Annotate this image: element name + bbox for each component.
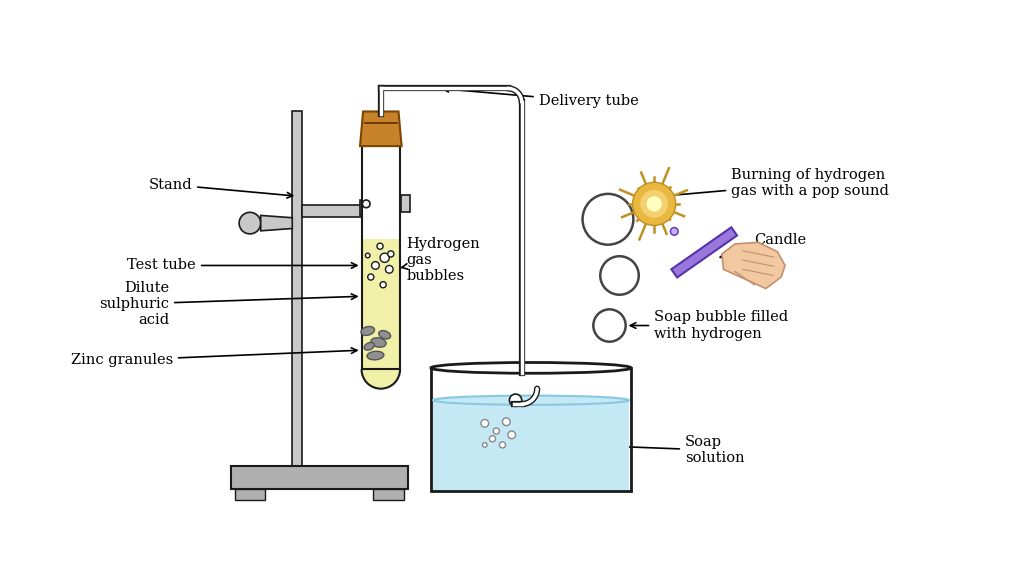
- Circle shape: [368, 274, 374, 280]
- Ellipse shape: [360, 327, 375, 335]
- Polygon shape: [261, 215, 292, 231]
- Circle shape: [508, 431, 515, 439]
- Bar: [672, 228, 737, 278]
- Circle shape: [388, 251, 394, 257]
- Text: Test tube: Test tube: [127, 259, 357, 272]
- Bar: [230, 465, 408, 489]
- Text: Candle: Candle: [720, 233, 806, 259]
- Ellipse shape: [371, 338, 386, 347]
- Polygon shape: [362, 369, 399, 388]
- Bar: [292, 112, 302, 489]
- Circle shape: [385, 266, 393, 273]
- Ellipse shape: [365, 343, 375, 350]
- Circle shape: [600, 256, 639, 295]
- Circle shape: [481, 419, 488, 427]
- Circle shape: [489, 435, 496, 442]
- Bar: [400, 195, 410, 211]
- Bar: [234, 489, 265, 501]
- Circle shape: [377, 243, 383, 249]
- Bar: [364, 346, 398, 369]
- Circle shape: [366, 253, 370, 258]
- Circle shape: [372, 262, 379, 270]
- Bar: [433, 400, 629, 491]
- Circle shape: [583, 194, 634, 245]
- Circle shape: [633, 183, 676, 225]
- Text: Soap
solution: Soap solution: [621, 435, 744, 465]
- Circle shape: [509, 394, 521, 407]
- Circle shape: [240, 213, 261, 234]
- Circle shape: [380, 282, 386, 288]
- Ellipse shape: [431, 362, 631, 373]
- Text: Hydrogen
gas
bubbles: Hydrogen gas bubbles: [400, 237, 480, 283]
- Ellipse shape: [379, 331, 390, 339]
- Circle shape: [671, 228, 678, 235]
- Bar: [302, 204, 364, 217]
- Bar: [361, 142, 400, 369]
- Ellipse shape: [433, 396, 629, 405]
- Circle shape: [640, 190, 668, 218]
- Text: Burning of hydrogen
gas with a pop sound: Burning of hydrogen gas with a pop sound: [667, 168, 889, 198]
- Ellipse shape: [367, 351, 384, 360]
- Circle shape: [500, 442, 506, 448]
- Polygon shape: [722, 242, 785, 289]
- Text: Zinc granules: Zinc granules: [71, 348, 357, 367]
- Bar: [431, 368, 631, 491]
- Text: Stand: Stand: [148, 177, 293, 198]
- Circle shape: [494, 428, 500, 434]
- Text: Soap bubble filled
with hydrogen: Soap bubble filled with hydrogen: [631, 310, 788, 340]
- Bar: [360, 200, 370, 215]
- Bar: [373, 489, 403, 501]
- Bar: [361, 142, 400, 369]
- Circle shape: [380, 253, 389, 263]
- Bar: [364, 238, 398, 350]
- Bar: [431, 368, 631, 491]
- Circle shape: [593, 309, 626, 342]
- Circle shape: [482, 442, 487, 447]
- Polygon shape: [361, 369, 400, 389]
- Text: Delivery tube: Delivery tube: [443, 86, 638, 108]
- Circle shape: [503, 418, 510, 426]
- Text: Dilute
sulphuric
acid: Dilute sulphuric acid: [99, 281, 357, 327]
- Circle shape: [646, 196, 662, 211]
- Polygon shape: [360, 112, 401, 146]
